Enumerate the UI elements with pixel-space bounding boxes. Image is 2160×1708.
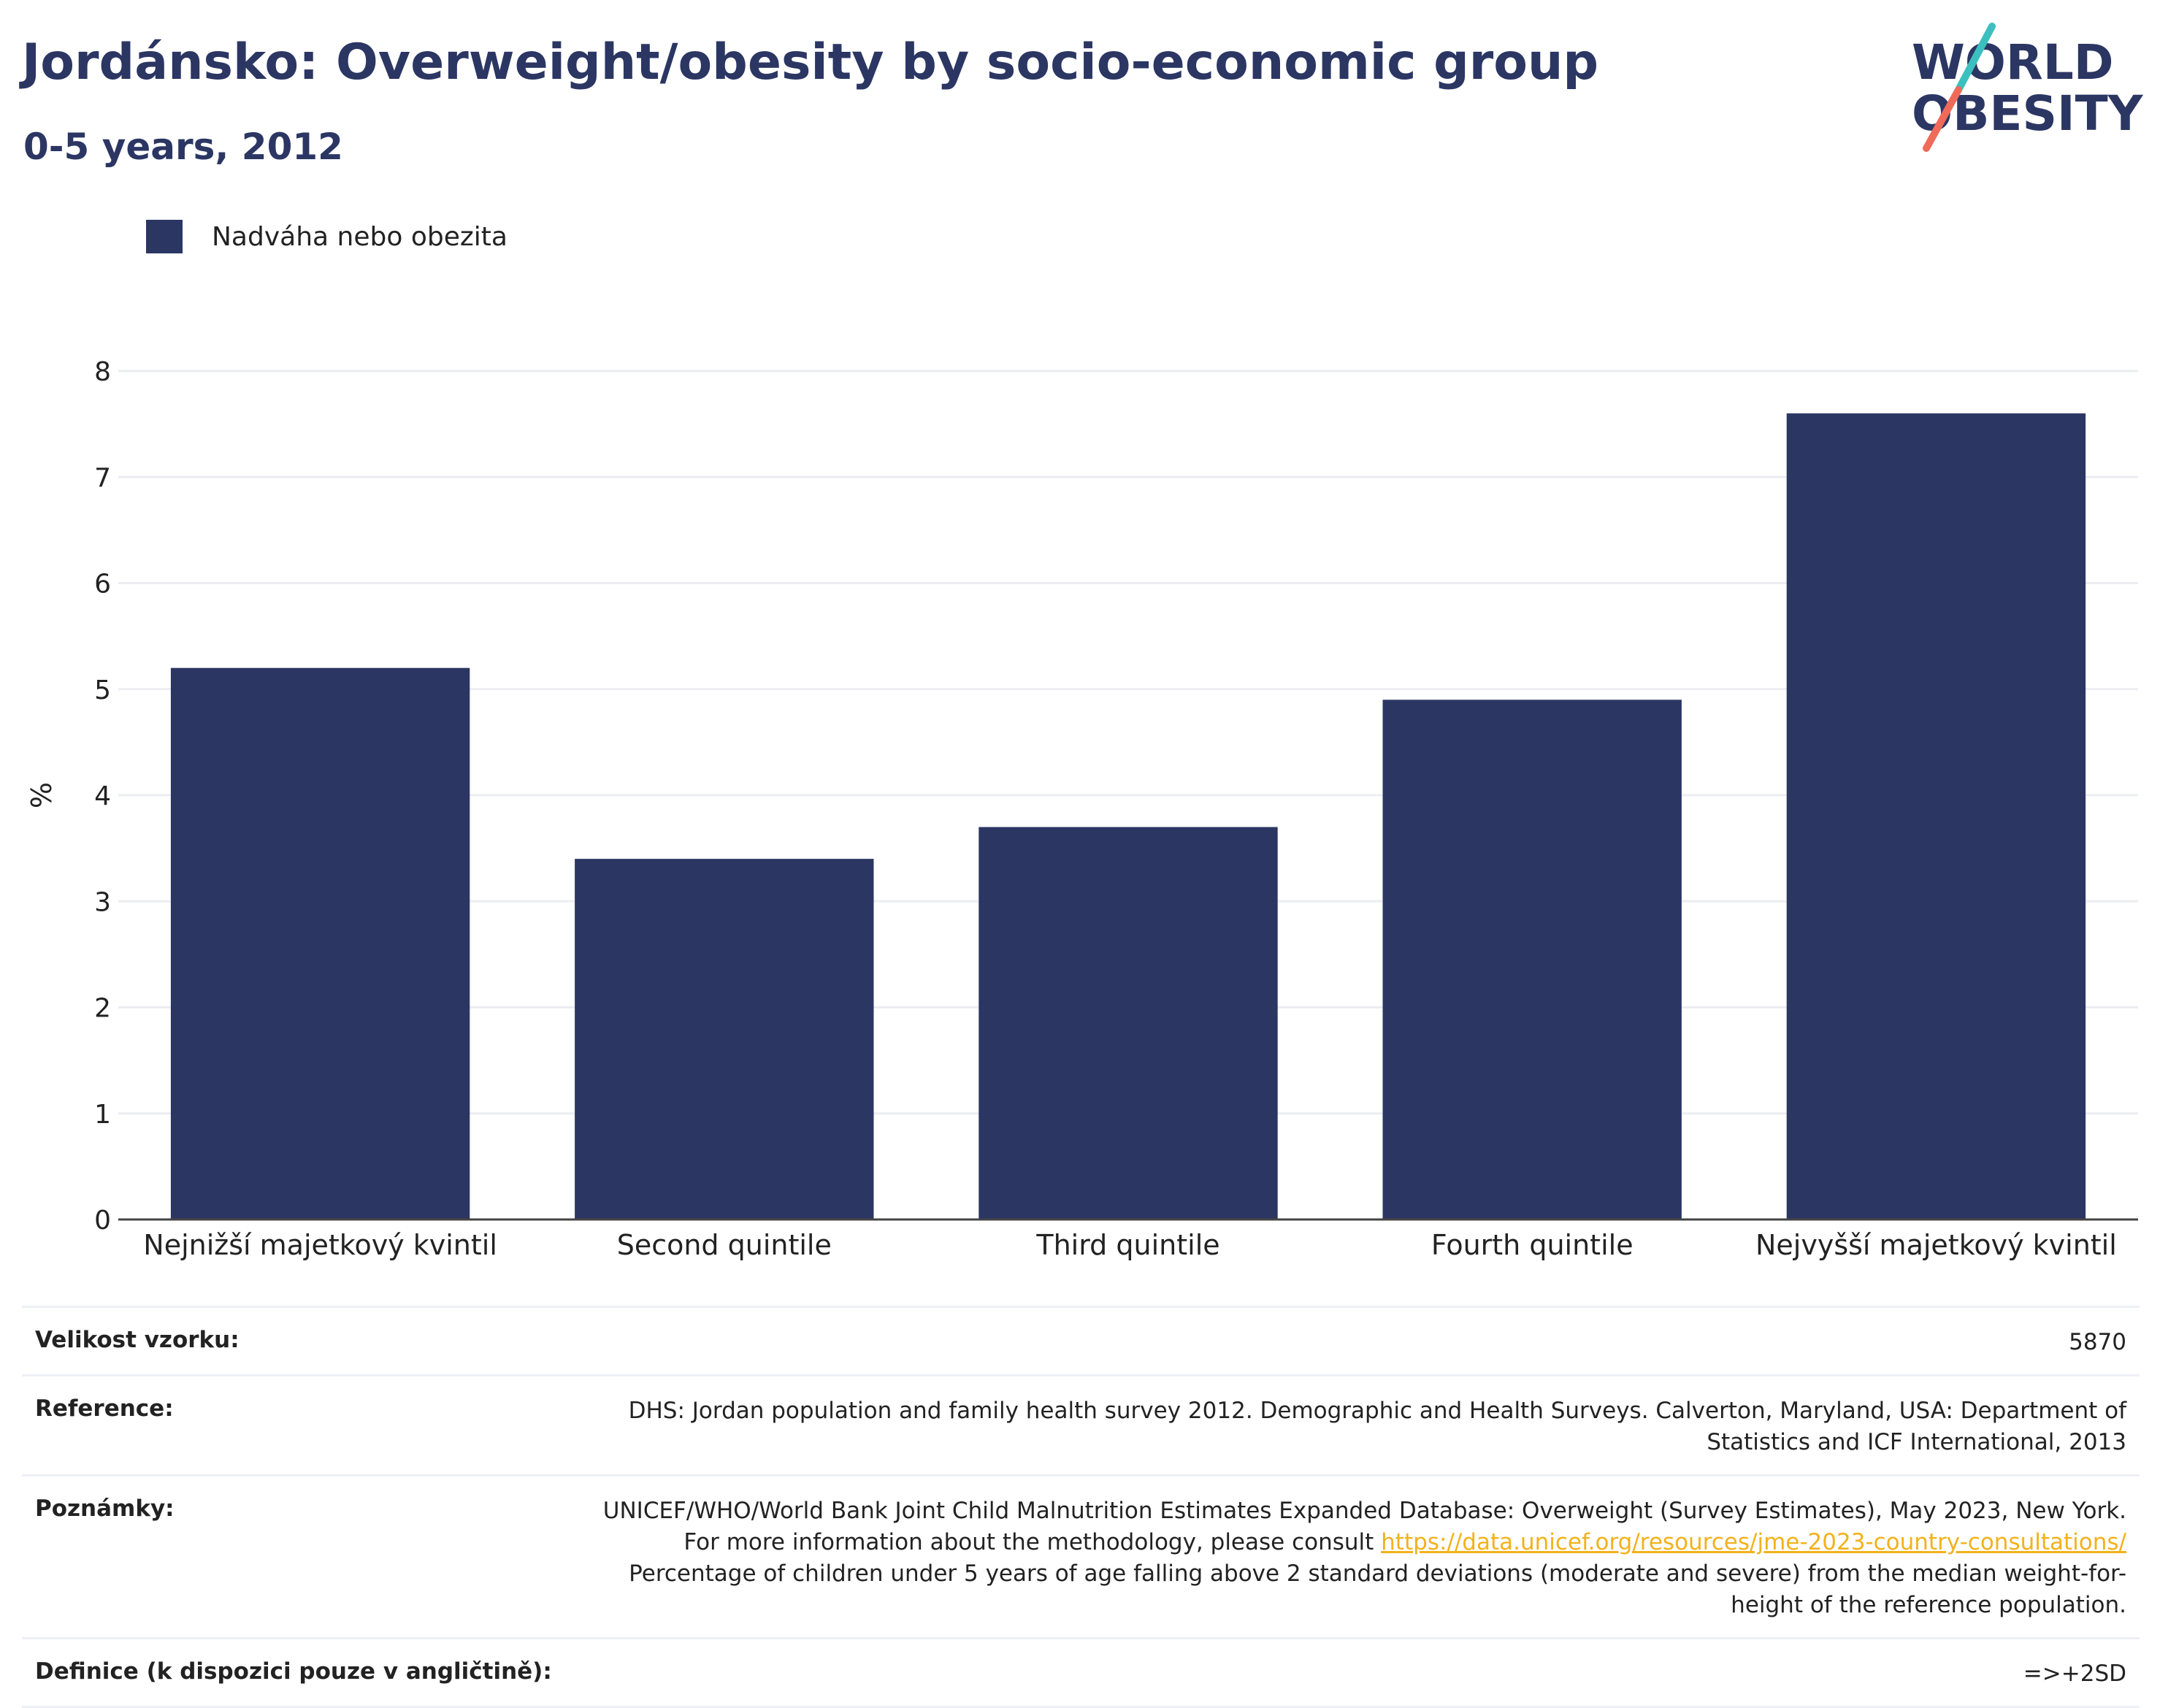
- notes-text-after: Percentage of children under 5 years of …: [629, 1560, 2126, 1618]
- bar: [170, 667, 470, 1219]
- sample-size-label: Velikost vzorku:: [35, 1327, 240, 1353]
- y-tick-label: 1: [94, 1100, 111, 1130]
- y-tick-label: 0: [94, 1206, 111, 1236]
- page-title: Jordánsko: Overweight/obesity by socio-e…: [22, 34, 1599, 91]
- y-tick-label: 4: [94, 781, 111, 811]
- x-tick-label: Nejvyšší majetkový kvintil: [1755, 1229, 2117, 1261]
- page-subtitle: 0-5 years, 2012: [23, 126, 343, 168]
- legend-swatch: [146, 220, 183, 253]
- notes-link[interactable]: https://data.unicef.org/resources/jme-20…: [1381, 1529, 2126, 1555]
- definition-value: =>+2SD: [2023, 1661, 2126, 1687]
- y-tick-label: 8: [94, 357, 111, 387]
- chart-legend[interactable]: Nadváha nebo obezita: [146, 218, 508, 256]
- logo-line-2: OBESITY: [1912, 85, 2144, 142]
- x-tick-label: Nejnižší majetkový kvintil: [143, 1229, 497, 1261]
- x-tick-label: Second quintile: [617, 1229, 832, 1261]
- logo-line-1: WORLD: [1912, 34, 2114, 91]
- metadata-table: Velikost vzorku: 5870 Reference: DHS: Jo…: [22, 1306, 2140, 1708]
- bar: [1786, 413, 2086, 1219]
- definition-label: Definice (k dispozici pouze v angličtině…: [35, 1658, 552, 1685]
- notes-label: Poznámky:: [35, 1496, 175, 1522]
- meta-row-sample-size: Velikost vzorku: 5870: [22, 1306, 2140, 1374]
- y-tick-label: 3: [94, 887, 111, 917]
- bar: [1382, 700, 1682, 1219]
- y-tick-label: 2: [94, 994, 111, 1024]
- sample-size-value: 5870: [2069, 1329, 2126, 1355]
- bar: [978, 827, 1278, 1219]
- reference-label: Reference:: [35, 1395, 174, 1422]
- x-tick-label: Fourth quintile: [1431, 1229, 1634, 1261]
- bar: [575, 859, 874, 1219]
- x-tick-label: Third quintile: [1035, 1229, 1219, 1261]
- world-obesity-logo: WORLD OBESITY: [1912, 23, 2144, 152]
- meta-row-notes: Poznámky: UNICEF/WHO/World Bank Joint Ch…: [22, 1474, 2140, 1637]
- y-tick-label: 7: [94, 463, 111, 493]
- meta-row-definition: Definice (k dispozici pouze v angličtině…: [22, 1637, 2140, 1708]
- meta-row-reference: Reference: DHS: Jordan population and fa…: [22, 1374, 2140, 1474]
- logo-slash-top: [1955, 23, 1996, 93]
- bar-chart: 0 1 2 3 4 5 6 7 8% Nejnižší majetkový kvintil Seco…: [26, 357, 2138, 1261]
- logo-slash-bottom: [1923, 86, 1962, 152]
- reference-value: DHS: Jordan population and family health…: [628, 1398, 2126, 1455]
- y-axis-label: %: [26, 782, 58, 808]
- y-tick-label: 6: [94, 570, 111, 600]
- y-tick-label: 5: [94, 675, 111, 705]
- notes-value: UNICEF/WHO/World Bank Joint Child Malnut…: [593, 1496, 2126, 1621]
- legend-label: Nadváha nebo obezita: [212, 221, 508, 252]
- notes-text-before: UNICEF/WHO/World Bank Joint Child Malnut…: [602, 1498, 2126, 1555]
